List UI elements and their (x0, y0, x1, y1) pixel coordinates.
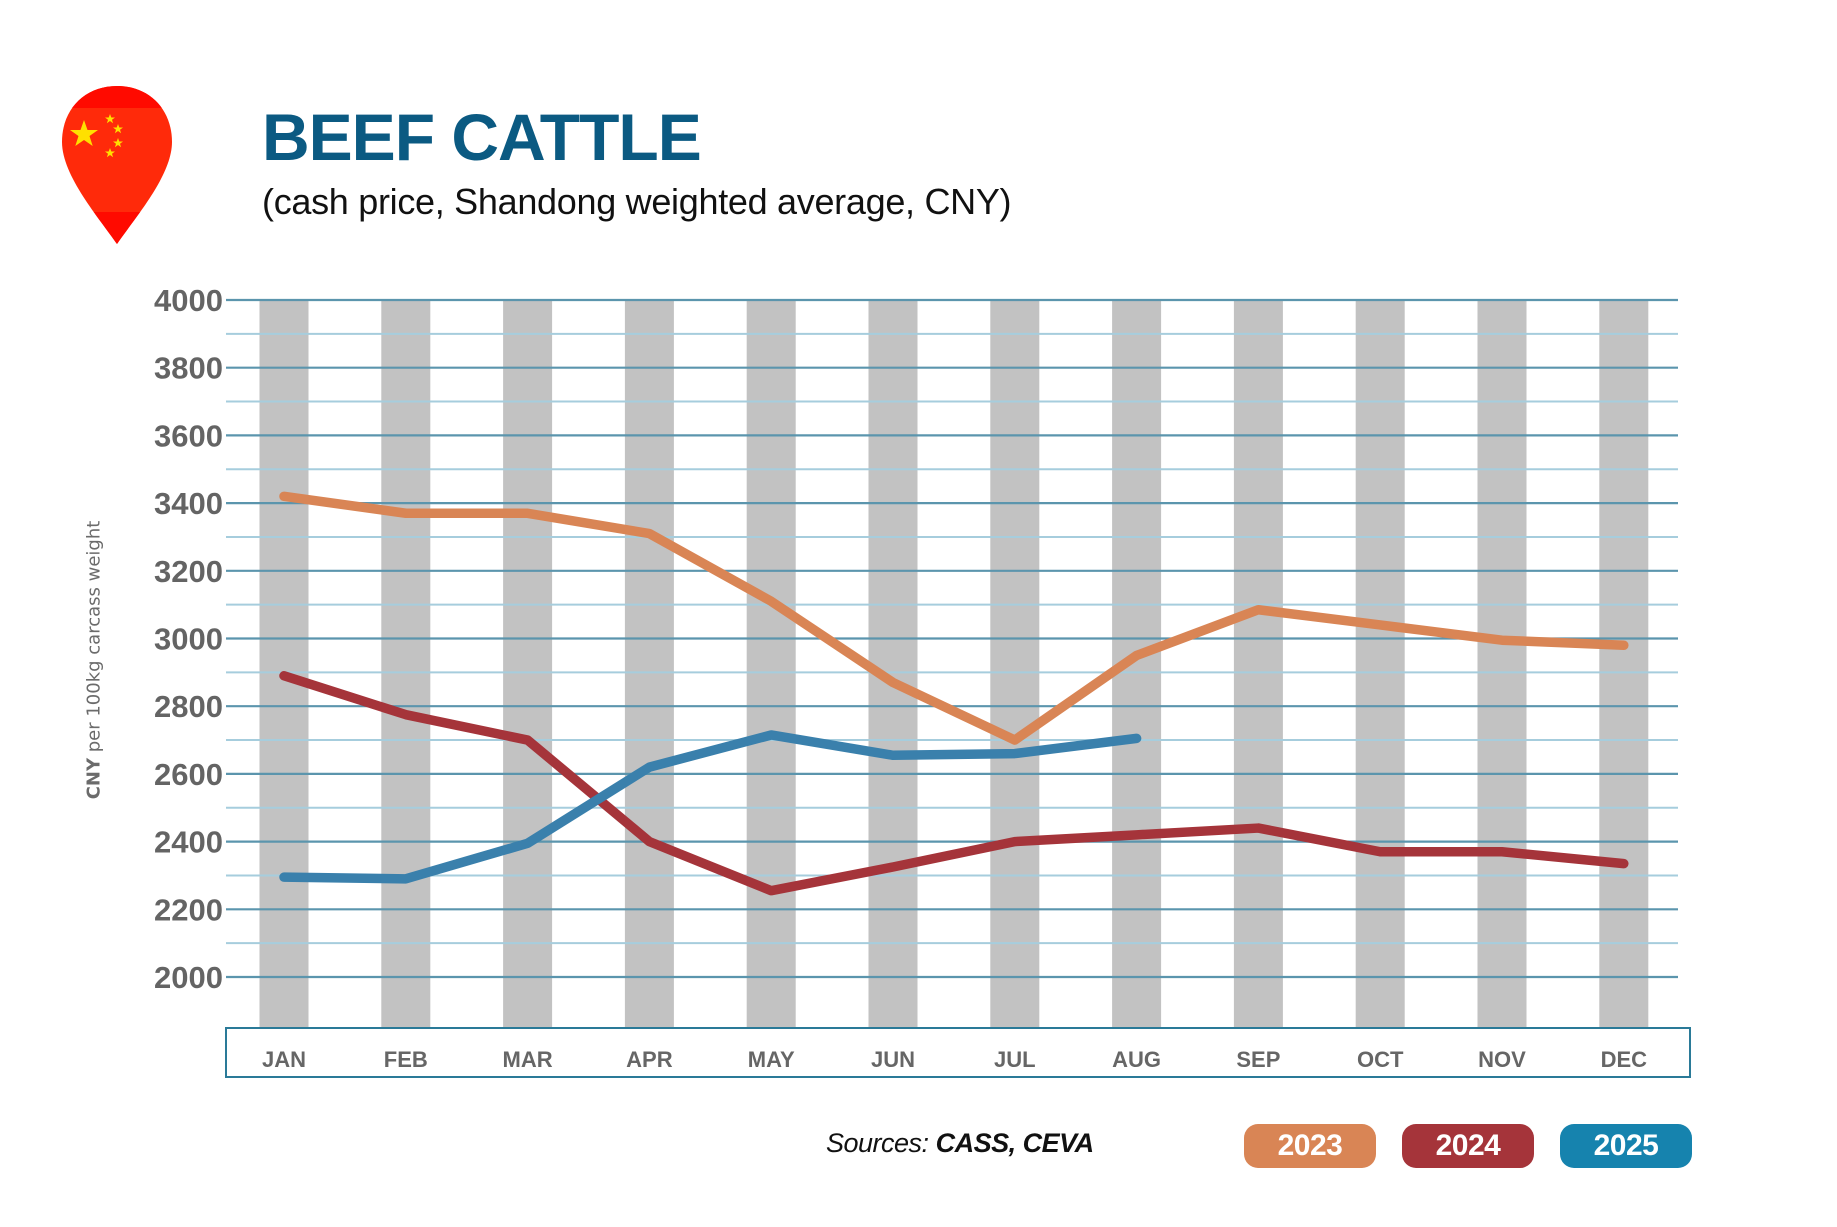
series-line-2024 (279, 670, 1629, 896)
month-band-dec (1599, 300, 1649, 1028)
y-tick-label: 4000 (154, 283, 223, 318)
x-tick-label: NOV (1478, 1047, 1526, 1072)
series-lines (279, 491, 1629, 896)
month-band-feb (381, 300, 431, 1028)
legend: 2023 2024 2025 (1244, 1124, 1692, 1168)
chart-title: BEEF CATTLE (262, 100, 702, 174)
y-tick-label: 2600 (154, 757, 223, 792)
x-tick-label: OCT (1357, 1047, 1404, 1072)
month-band-jul (990, 300, 1040, 1028)
series-line-2025 (279, 730, 1142, 884)
x-tick-label: SEP (1236, 1047, 1280, 1072)
x-tick-label: FEB (384, 1047, 428, 1072)
sources-names: CASS, CEVA (935, 1128, 1095, 1158)
month-band-apr (624, 300, 674, 1028)
y-tick-label: 3800 (154, 351, 223, 386)
y-tick-label: 2800 (154, 689, 223, 724)
legend-item-2025: 2025 (1560, 1124, 1692, 1168)
month-band-may (746, 300, 796, 1028)
x-tick-label: DEC (1601, 1047, 1648, 1072)
x-tick-label: APR (626, 1047, 673, 1072)
sources-prefix: Sources: (826, 1128, 929, 1158)
month-band-sep (1233, 300, 1283, 1028)
y-tick-label: 2000 (154, 960, 223, 995)
china-flag-map-pin-icon (62, 86, 172, 244)
x-tick-label: MAR (503, 1047, 553, 1072)
x-axis: JAN FEB MAR APR MAY JUN JUL AUG SEP OCT NOV DEC (225, 1027, 1691, 1078)
y-tick-label: 2200 (154, 892, 223, 927)
month-bands (259, 300, 1649, 1028)
x-tick-label: JUN (871, 1047, 915, 1072)
x-tick-label: JAN (262, 1047, 306, 1072)
month-band-nov (1477, 300, 1527, 1028)
y-tick-label: 3000 (154, 622, 223, 657)
y-tick-label: 3400 (154, 486, 223, 521)
y-tick-label: 3200 (154, 554, 223, 589)
month-band-mar (503, 300, 553, 1028)
sources-note: Sources: CASS, CEVA (826, 1128, 1094, 1159)
legend-item-2024: 2024 (1402, 1124, 1534, 1168)
x-tick-label: AUG (1112, 1047, 1161, 1072)
y-tick-label: 3600 (154, 418, 223, 453)
legend-item-2023: 2023 (1244, 1124, 1376, 1168)
x-axis-box (225, 1027, 1691, 1078)
x-tick-label: MAY (748, 1047, 795, 1072)
y-tick-label: 2400 (154, 825, 223, 860)
x-tick-label: JUL (994, 1047, 1036, 1072)
month-band-jan (259, 300, 309, 1028)
month-band-oct (1355, 300, 1405, 1028)
y-tick-labels: 2000 2200 2400 2600 2800 3000 3200 3400 3600 3800… (154, 283, 223, 995)
series-line-2023 (279, 491, 1629, 745)
gridlines (226, 298, 1678, 979)
chart-subtitle: (cash price, Shandong weighted average, … (262, 181, 1012, 222)
month-band-jun (868, 300, 918, 1028)
